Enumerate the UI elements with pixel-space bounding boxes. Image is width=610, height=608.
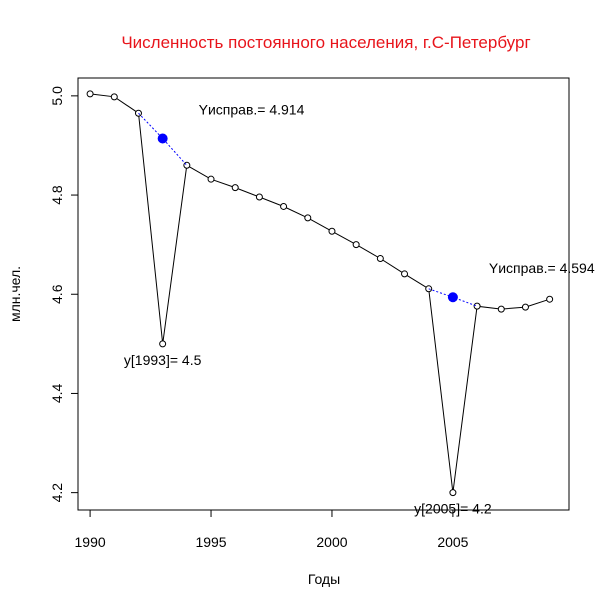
y-tick-label: 4.8 — [49, 185, 65, 205]
data-point — [304, 214, 312, 222]
data-point — [401, 270, 409, 278]
x-tick-label: 1995 — [195, 534, 226, 550]
data-point — [328, 227, 336, 235]
chart-title: Численность постоянного населения, г.С-П… — [121, 33, 530, 52]
data-point — [231, 184, 239, 192]
data-point — [376, 255, 384, 263]
y-tick-label: 4.4 — [49, 384, 65, 404]
x-tick-label: 2000 — [316, 534, 347, 550]
data-point — [449, 489, 457, 497]
corrected-label: Yисправ.= 4.594 — [489, 260, 595, 276]
data-point — [86, 90, 94, 98]
point-annotation: y[1993]= 4.5 — [124, 352, 202, 368]
data-point — [255, 193, 263, 201]
y-tick-label: 5.0 — [49, 86, 65, 106]
x-axis-label: Годы — [308, 571, 340, 587]
data-point — [207, 175, 215, 183]
corrected-point — [447, 292, 458, 303]
data-point — [497, 305, 505, 313]
y-tick-label: 4.2 — [49, 483, 65, 503]
data-point — [546, 295, 554, 303]
data-point — [159, 340, 167, 348]
corrected-layer: Yисправ.= 4.914 Yисправ.= 4.594 — [138, 102, 595, 307]
x-tick-label: 1990 — [75, 534, 106, 550]
y-axis-label: млн.чел. — [7, 266, 23, 322]
y-tick-label: 4.6 — [49, 284, 65, 304]
point-annotation: y[2005]= 4.2 — [414, 501, 492, 517]
data-point — [473, 302, 481, 310]
plot-frame — [77, 77, 570, 511]
data-point — [280, 202, 288, 210]
data-point — [521, 303, 529, 311]
corrected-point — [157, 133, 168, 144]
series-line — [90, 93, 550, 493]
series-layer — [86, 90, 554, 497]
x-tick-label: 2005 — [437, 534, 468, 550]
data-point — [110, 93, 118, 101]
annotation-layer: y[1993]= 4.5 y[2005]= 4.2 — [124, 352, 492, 517]
corrected-label: Yисправ.= 4.914 — [199, 102, 305, 118]
data-point — [352, 241, 360, 249]
x-axis: 1990 1995 2000 2005 — [75, 509, 469, 550]
y-axis: 4.2 4.4 4.6 4.8 5.0 — [49, 86, 79, 503]
data-point — [134, 109, 142, 117]
